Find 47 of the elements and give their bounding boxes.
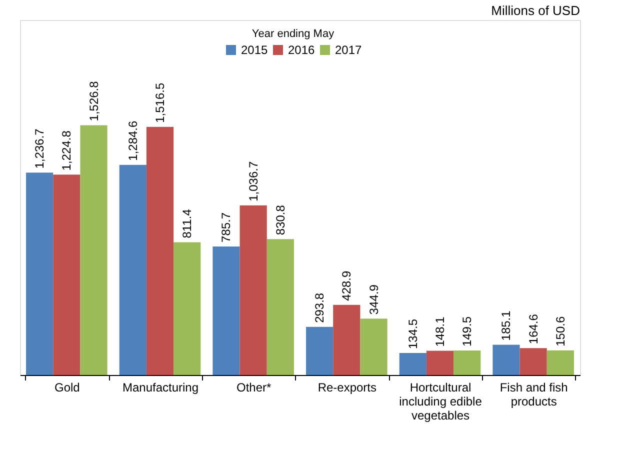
data-label: 1,036.7 xyxy=(246,161,260,202)
data-label: 1,526.8 xyxy=(86,80,101,122)
x-tick-label: Other* xyxy=(236,380,272,394)
bar xyxy=(426,350,454,375)
bar xyxy=(399,352,426,375)
bar xyxy=(454,350,481,375)
bar xyxy=(174,242,201,375)
legend-label: 2015 xyxy=(241,43,268,57)
text: Millions of USD xyxy=(491,3,580,18)
data-label: 1,516.5 xyxy=(153,82,167,123)
x-tick-label: Manufacturing xyxy=(122,380,199,394)
bar xyxy=(146,126,174,375)
data-label: 148.1 xyxy=(433,316,447,347)
x-tick-label: Hortcultural including edible vegetables xyxy=(399,380,482,422)
legend-title: Year ending May xyxy=(252,28,335,40)
data-label: 134.5 xyxy=(406,318,420,349)
x-tick-label: Re-exports xyxy=(318,380,377,394)
bar xyxy=(546,350,574,375)
data-label: 150.6 xyxy=(553,316,568,346)
data-label: 830.8 xyxy=(273,204,288,236)
data-label: 344.9 xyxy=(366,284,381,315)
bar xyxy=(26,172,54,375)
bar xyxy=(333,304,360,375)
data-label: 811.4 xyxy=(180,208,194,238)
data-label: 185.1 xyxy=(499,310,514,341)
bar xyxy=(240,205,267,375)
data-label: 164.6 xyxy=(526,314,540,344)
bar xyxy=(266,239,294,375)
x-tick-label: Gold xyxy=(54,380,80,394)
x-tick-label: Fish and fish products xyxy=(500,380,568,408)
bar xyxy=(212,246,240,375)
bar xyxy=(119,164,146,375)
bar xyxy=(360,318,388,375)
data-label: 293.8 xyxy=(312,292,327,323)
data-label: 149.5 xyxy=(460,316,474,347)
bar xyxy=(306,326,334,375)
data-label: 1,284.6 xyxy=(126,120,140,161)
legend-label: 2017 xyxy=(335,43,362,57)
bar xyxy=(520,348,547,375)
data-label: 428.9 xyxy=(340,270,354,301)
bar xyxy=(492,344,520,375)
legend-label: 2016 xyxy=(288,43,316,57)
data-label: 1,236.7 xyxy=(32,128,47,169)
data-label: 785.7 xyxy=(219,212,234,242)
bar xyxy=(53,174,80,375)
bar xyxy=(80,125,108,375)
data-label: 1,224.8 xyxy=(60,130,74,171)
